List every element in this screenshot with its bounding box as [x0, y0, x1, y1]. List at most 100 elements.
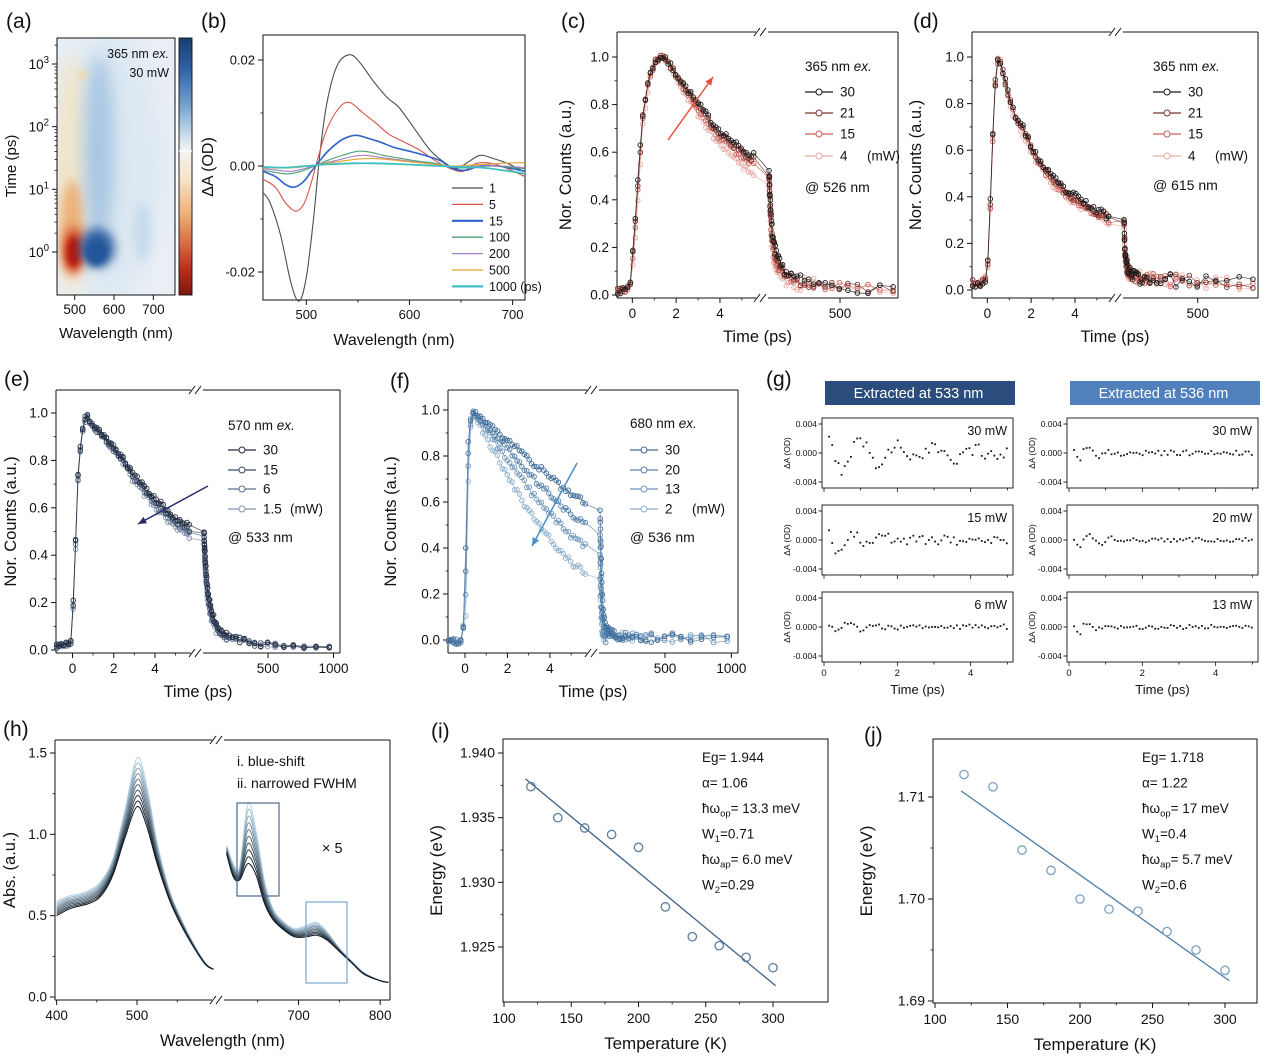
tick-label: 0.4 — [29, 548, 48, 563]
tick-label: -0.004 — [1038, 564, 1062, 574]
noise-point — [1073, 625, 1075, 628]
break-mark — [209, 735, 217, 745]
legend-unit: (mW) — [692, 502, 725, 517]
noise-point — [893, 627, 896, 630]
decay-marker — [1022, 133, 1029, 139]
decay-marker — [822, 279, 828, 286]
decay-marker — [788, 270, 794, 276]
noise-point — [1088, 623, 1091, 626]
decay-marker — [1153, 273, 1160, 280]
decay-marker — [565, 528, 572, 535]
tick-label: 0.8 — [945, 96, 964, 111]
legend-label: 6 — [263, 482, 271, 497]
tick-label: 2 — [504, 661, 512, 676]
decay-marker — [1078, 196, 1084, 202]
power-label: 15 mW — [967, 511, 1007, 525]
decay-marker — [516, 491, 523, 497]
decay-marker — [682, 83, 689, 89]
noise-point — [1182, 628, 1185, 630]
y-axis-title: Nor. Counts (a.u.) — [2, 456, 20, 586]
tick-label: 150 — [560, 1010, 584, 1026]
decay-marker — [203, 572, 210, 578]
noise-point — [1104, 625, 1107, 627]
decay-marker — [497, 431, 503, 438]
noise-point — [934, 540, 936, 543]
legend-unit: (mW) — [290, 502, 323, 517]
decay-marker — [1121, 237, 1128, 243]
data-point — [1017, 845, 1027, 855]
decay-marker — [494, 452, 501, 458]
decay-marker — [1095, 206, 1102, 213]
decay-marker — [598, 543, 604, 550]
annotation: 30 mW — [129, 66, 169, 80]
probe-label: @ 526 nm — [805, 179, 870, 195]
noise-point — [871, 456, 874, 459]
decay-marker — [637, 149, 644, 156]
noise-point — [915, 540, 918, 543]
decay-marker — [654, 637, 661, 643]
noise-point — [1157, 449, 1160, 452]
plot-frame — [502, 738, 829, 1003]
decay-marker — [455, 641, 462, 647]
decay-marker — [724, 633, 730, 640]
decay-marker — [829, 282, 835, 289]
probe-label: @ 615 nm — [1153, 177, 1218, 193]
decay-marker — [1000, 70, 1006, 77]
tick-label: 1.925 — [460, 939, 495, 955]
decay-marker — [705, 112, 712, 118]
probe-label: @ 536 nm — [630, 529, 695, 545]
decay-marker — [84, 411, 91, 418]
noise-point — [899, 624, 902, 627]
decay-marker — [79, 426, 86, 433]
decay-marker — [822, 286, 828, 293]
data-point — [606, 829, 617, 840]
decay-marker — [829, 279, 835, 286]
decay-marker — [201, 530, 207, 536]
decay-marker — [771, 240, 778, 246]
power-label: 30 mW — [1212, 424, 1252, 438]
tick-label: 500 — [295, 307, 317, 322]
decay-marker — [635, 197, 641, 204]
tick-label: 300 — [761, 1010, 785, 1026]
trend-arrow-head — [532, 537, 540, 546]
noise-point — [837, 628, 840, 631]
tick-label: 4 — [716, 306, 724, 321]
decay-marker — [207, 602, 214, 608]
noise-point — [962, 451, 964, 454]
decay-marker — [511, 453, 518, 459]
legend-marker — [1163, 88, 1171, 96]
decay-marker — [624, 284, 631, 290]
noise-point — [1169, 624, 1172, 626]
tick-label: 1.0 — [29, 406, 48, 421]
noise-point — [1091, 626, 1094, 628]
y-axis-title: Nor. Counts (a.u.) — [907, 100, 925, 230]
noise-point — [940, 539, 943, 542]
fit-param: α= 1.06 — [702, 776, 748, 791]
decay-marker — [648, 631, 655, 637]
decay-marker — [645, 80, 651, 86]
decay-marker — [134, 473, 140, 480]
decay-marker — [550, 513, 557, 519]
decay-marker — [597, 519, 604, 525]
panel-i: 100 150 200 250 300 1.925 1.930 1.935 1.940 Tempe… — [420, 712, 850, 1062]
decay-trace-line — [448, 411, 728, 645]
decay-marker — [543, 506, 550, 512]
decay-marker — [548, 475, 554, 482]
decay-marker — [614, 285, 621, 292]
noise-point — [1116, 627, 1119, 630]
noise-point — [878, 466, 880, 468]
noise-point — [856, 531, 859, 534]
noise-point — [928, 451, 930, 454]
y-axis-title: Energy (eV) — [427, 825, 446, 916]
break-mark — [584, 648, 592, 658]
noise-point — [943, 450, 946, 452]
decay-marker — [1224, 281, 1230, 287]
x-axis-title: Temperature (K) — [1034, 1035, 1157, 1054]
decay-marker — [614, 291, 621, 297]
noise-point — [1185, 537, 1188, 540]
tick-label: 4 — [1071, 306, 1079, 321]
decay-marker — [635, 177, 641, 183]
legend-unit: (mW) — [1215, 149, 1248, 164]
decay-marker — [598, 570, 605, 577]
legend-marker — [640, 485, 648, 493]
